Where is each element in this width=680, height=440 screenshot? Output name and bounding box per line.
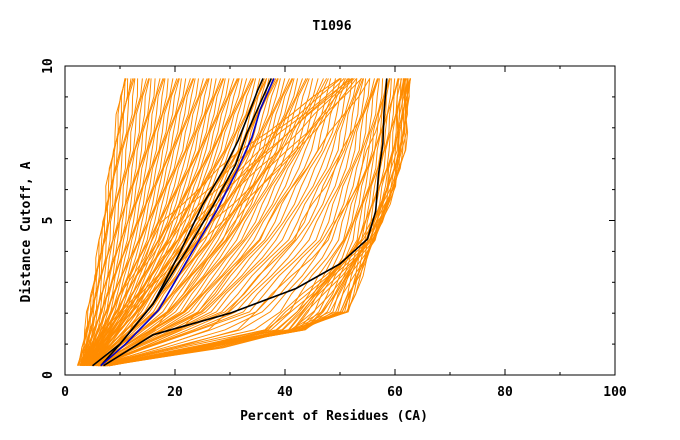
bundle-line-18 <box>82 78 165 366</box>
bundle-line-21 <box>85 78 174 366</box>
bundle-line-127 <box>97 78 390 367</box>
bundle-line-137 <box>80 78 355 367</box>
bundle-line-128 <box>96 78 379 367</box>
y-tick-labels: 0 5 10 <box>41 58 56 379</box>
y-axis-label: Distance Cutoff, A <box>19 161 34 302</box>
bundle-line-72 <box>90 78 309 367</box>
bundle-line-81 <box>95 78 342 367</box>
axis-ticks <box>64 65 616 376</box>
x-tick-label: 80 <box>497 385 513 400</box>
bundle-line-62 <box>90 78 279 367</box>
bundle-line-75 <box>95 78 319 367</box>
bundle-line-14 <box>84 78 152 366</box>
bundle-lines <box>76 77 412 367</box>
x-tick-label: 0 <box>61 385 69 400</box>
bundle-line-99 <box>97 78 391 367</box>
bundle-line-134 <box>83 78 345 366</box>
bundle-line-89 <box>96 78 365 367</box>
bundle-line-126 <box>100 78 403 367</box>
bundle-line-34 <box>84 78 209 366</box>
bundle-line-23 <box>82 78 180 366</box>
bundle-line-10 <box>83 78 143 366</box>
bundle-line-138 <box>82 78 357 367</box>
highlight-line-2 <box>92 78 264 367</box>
bundle-line-132 <box>79 77 341 366</box>
bundle-line-68 <box>92 78 295 367</box>
bundle-line-120 <box>104 78 412 367</box>
bundle-line-121 <box>103 78 409 367</box>
x-tick-label: 100 <box>603 385 627 400</box>
bundle-line-85 <box>97 78 353 367</box>
bundle-line-95 <box>98 78 380 367</box>
bundle-line-91 <box>99 78 371 367</box>
bundle-line-1 <box>76 78 127 366</box>
bundle-line-77 <box>92 78 328 367</box>
bundle-line-82 <box>93 78 346 367</box>
bundle-line-93 <box>96 78 378 367</box>
x-tick-label: 40 <box>277 385 293 400</box>
bundle-line-50 <box>87 78 254 367</box>
bundle-line-67 <box>90 78 294 367</box>
x-tick-label: 20 <box>167 385 183 400</box>
highlight-line-1 <box>100 78 275 367</box>
x-axis-label: Percent of Residues (CA) <box>240 409 428 424</box>
highlight-line-3 <box>103 78 388 367</box>
bundle-line-65 <box>92 78 290 367</box>
y-tick-label: 5 <box>41 217 56 225</box>
bundle-line-97 <box>99 78 387 367</box>
bundle-line-73 <box>92 78 310 367</box>
bundle-line-84 <box>94 78 350 367</box>
highlight-lines <box>92 78 388 367</box>
bundle-line-7 <box>79 78 135 366</box>
x-tick-label: 60 <box>387 385 403 400</box>
x-tick-labels: 0 20 40 60 80 100 <box>61 385 627 400</box>
bundle-line-69 <box>94 78 299 367</box>
bundle-line-124 <box>104 78 405 367</box>
bundle-line-45 <box>86 78 239 367</box>
bundle-line-94 <box>96 78 379 367</box>
y-tick-label: 10 <box>41 58 56 74</box>
bundle-line-119 <box>107 78 411 367</box>
bundle-line-130 <box>88 78 363 367</box>
bundle-line-129 <box>93 78 371 367</box>
y-tick-label: 0 <box>41 371 56 379</box>
bundle-line-90 <box>98 78 367 367</box>
chart-title: T1096 <box>312 19 351 34</box>
bundle-line-133 <box>81 78 342 366</box>
